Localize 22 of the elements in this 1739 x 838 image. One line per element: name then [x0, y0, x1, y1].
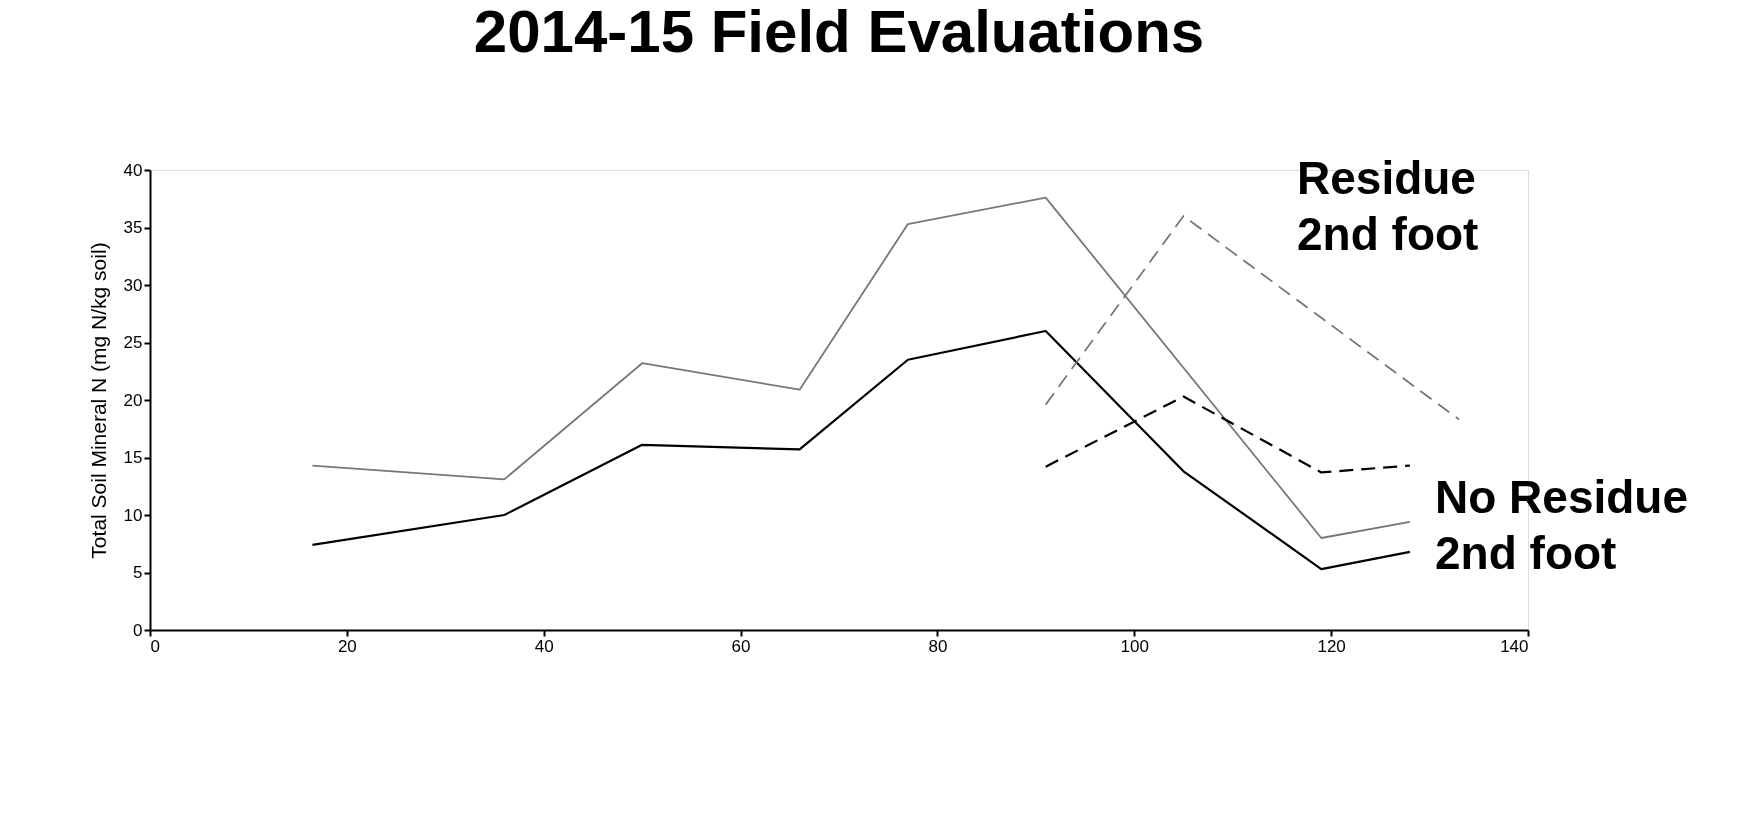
y-tick-label: 40 — [123, 160, 143, 180]
x-tick-label: 40 — [534, 636, 554, 656]
y-tick-label: 35 — [123, 218, 143, 237]
line-series — [311, 329, 1411, 571]
y-tick-label: 20 — [123, 390, 143, 410]
x-tick-label: 120 — [1317, 636, 1346, 656]
x-tick-label: 0 — [150, 636, 160, 656]
y-tick-label: 25 — [123, 333, 143, 352]
annotation: No Residue 2nd foot — [1435, 471, 1689, 579]
x-tick-label: 60 — [731, 636, 751, 656]
chart-title: 2014-15 Field Evaluations — [473, 0, 1205, 65]
y-tick-label: 5 — [133, 563, 143, 582]
x-tick-label: 100 — [1120, 636, 1149, 656]
y-tick-label: 30 — [123, 275, 143, 295]
y-tick-label: 10 — [123, 505, 143, 525]
x-tick-label: 140 — [1500, 636, 1529, 656]
x-tick-label: 80 — [928, 636, 948, 656]
y-tick-label: 15 — [123, 448, 143, 467]
annotation: Residue 2nd foot — [1297, 152, 1479, 260]
x-tick-label: 20 — [337, 636, 357, 656]
y-axis-title: Total Soil Mineral N (mg N/kg soil) — [86, 242, 110, 559]
y-tick-label: 0 — [133, 620, 143, 640]
